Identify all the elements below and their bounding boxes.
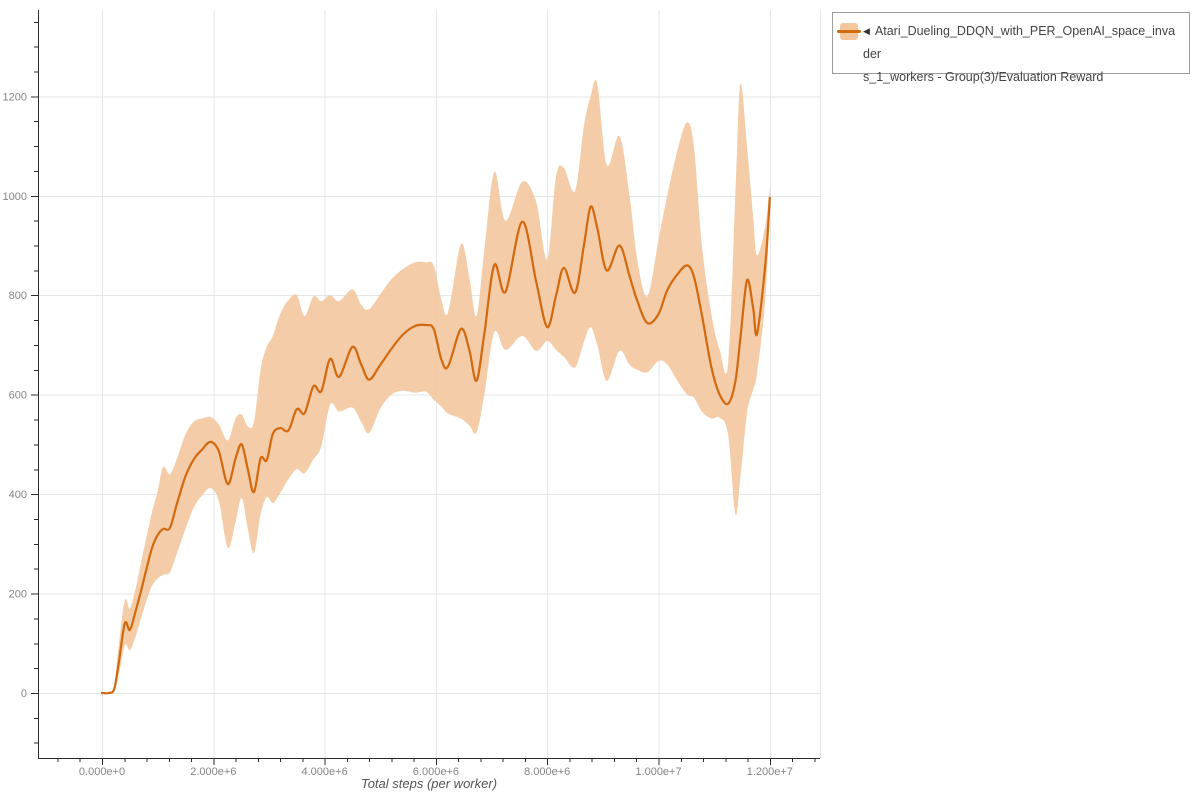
legend-label-line2: s_1_workers - Group(3)/Evaluation Reward	[863, 70, 1104, 84]
legend-item-evaluation-reward[interactable]: ◀ Atari_Dueling_DDQN_with_PER_OpenAI_spac…	[837, 20, 1181, 89]
tick-marks	[31, 21, 816, 765]
x-tick-label: 2.000e+6	[190, 766, 236, 778]
confidence-band	[102, 80, 770, 694]
y-tick-label: 1000	[3, 191, 27, 203]
y-tick-label: 1200	[3, 91, 27, 103]
y-tick-label: 600	[9, 390, 27, 402]
y-tick-label: 0	[21, 688, 27, 700]
legend-label-line1: Atari_Dueling_DDQN_with_PER_OpenAI_space…	[863, 24, 1176, 61]
y-tick-label: 400	[9, 489, 27, 501]
axes	[38, 10, 820, 759]
x-tick-label: 6.000e+6	[413, 766, 459, 778]
legend-collapse-icon[interactable]: ◀	[863, 26, 870, 36]
series-band-swatch-icon	[837, 23, 861, 40]
y-tick-label: 800	[9, 290, 27, 302]
tick-labels: 0 200 400 600 800 1000 1200 0.000e+0 2.000e+6 4.0…	[3, 91, 793, 778]
x-tick-label: 8.000e+6	[524, 766, 570, 778]
mean-line	[100, 196, 771, 695]
legend: ◀ Atari_Dueling_DDQN_with_PER_OpenAI_spac…	[832, 12, 1190, 84]
x-tick-label: 1.000e+7	[635, 766, 681, 778]
y-tick-label: 200	[9, 589, 27, 601]
x-tick-label: 0.000e+0	[79, 766, 125, 778]
x-tick-label: 1.200e+7	[747, 766, 793, 778]
x-tick-label: 4.000e+6	[302, 766, 348, 778]
x-axis-title: Total steps (per worker)	[360, 776, 498, 791]
